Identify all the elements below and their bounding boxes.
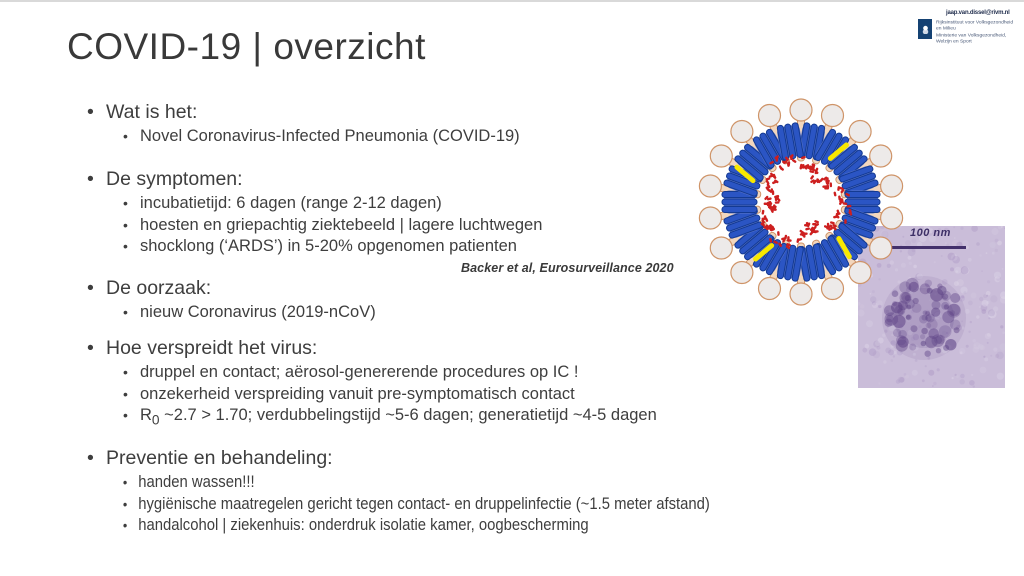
- author-email: jaap.van.dissel@rivm.nl: [946, 10, 1010, 16]
- crest-icon: [921, 24, 929, 34]
- em-micrograph-image: 100 nm: [858, 226, 1005, 388]
- logo-line: Welzijn en Sport: [936, 39, 972, 45]
- slide-title: COVID-19 | overzicht: [67, 26, 426, 67]
- logo-line: en Milieu: [936, 26, 956, 32]
- logo-line: Ministerie van Volksgezondheid,: [936, 32, 1007, 38]
- scale-label: 100 nm: [910, 227, 951, 239]
- citation: Backer et al, Eurosurveillance 2020: [461, 261, 674, 275]
- bullet-item: hygiënische maatregelen gericht tegen co…: [122, 494, 710, 516]
- bullet-item: onzekerheid verspreiding vanuit pre-symp…: [122, 384, 657, 406]
- bullet-item: R0 ~2.7 > 1.70; verdubbelingstijd ~5-6 d…: [122, 405, 657, 431]
- rivm-logo-text: Rijksinstituut voor Volksgezondheid en M…: [936, 19, 1024, 46]
- rivm-branding: jaap.van.dissel@rivm.nl Rijksinstituut v…: [914, 8, 1013, 46]
- bullet-list: nieuw Coronavirus (2019-nCoV): [122, 302, 376, 324]
- bullet-list: handen wassen!!! hygiënische maatregelen…: [122, 472, 775, 537]
- coronavirus-diagram: [698, 98, 904, 306]
- rijksoverheid-logo-icon: [918, 19, 932, 39]
- bullet-item: hoesten en griepachtig ziektebeeld | lag…: [122, 215, 542, 237]
- r0-symbol: R: [140, 406, 152, 424]
- em-texture: [858, 226, 1005, 388]
- r0-subscript: 0: [151, 412, 160, 428]
- bullet-list: incubatietijd: 6 dagen (range 2-12 dagen…: [122, 193, 542, 258]
- section-symptomen: De symptomen: incubatietijd: 6 dagen (ra…: [85, 166, 542, 258]
- bullet-item: handen wassen!!!: [122, 472, 710, 494]
- section-preventie: Preventie en behandeling: handen wassen!…: [85, 445, 775, 537]
- bullet-list: druppel en contact; aërosol-genererende …: [122, 362, 657, 431]
- bullet-item: Novel Coronavirus-Infected Pneumonia (CO…: [122, 126, 520, 148]
- section-heading: De oorzaak:: [85, 275, 376, 301]
- bullet-item: druppel en contact; aërosol-genererende …: [122, 362, 657, 384]
- scale-bar: [874, 246, 966, 249]
- bullet-item: shocklong (‘ARDS’) in 5-20% opgenomen pa…: [122, 236, 542, 258]
- section-heading: Wat is het:: [85, 99, 520, 125]
- section-heading: Hoe verspreidt het virus:: [85, 335, 657, 361]
- bullet-item: handalcohol | ziekenhuis: onderdruk isol…: [122, 515, 710, 537]
- section-wat-is-het: Wat is het: Novel Coronavirus-Infected P…: [85, 99, 520, 148]
- section-oorzaak: De oorzaak: nieuw Coronavirus (2019-nCoV…: [85, 275, 376, 324]
- section-heading: De symptomen:: [85, 166, 542, 192]
- r0-text: ~2.7 > 1.70; verdubbelingstijd ~5-6 dage…: [159, 406, 657, 424]
- section-heading: Preventie en behandeling:: [85, 445, 775, 471]
- rivm-logo-row: Rijksinstituut voor Volksgezondheid en M…: [914, 19, 1013, 46]
- bullet-item: incubatietijd: 6 dagen (range 2-12 dagen…: [122, 193, 542, 215]
- section-verspreiding: Hoe verspreidt het virus: druppel en con…: [85, 335, 657, 431]
- logo-line: Rijksinstituut voor Volksgezondheid: [936, 20, 1014, 25]
- bullet-list: Novel Coronavirus-Infected Pneumonia (CO…: [122, 126, 520, 148]
- bullet-item: nieuw Coronavirus (2019-nCoV): [122, 302, 376, 324]
